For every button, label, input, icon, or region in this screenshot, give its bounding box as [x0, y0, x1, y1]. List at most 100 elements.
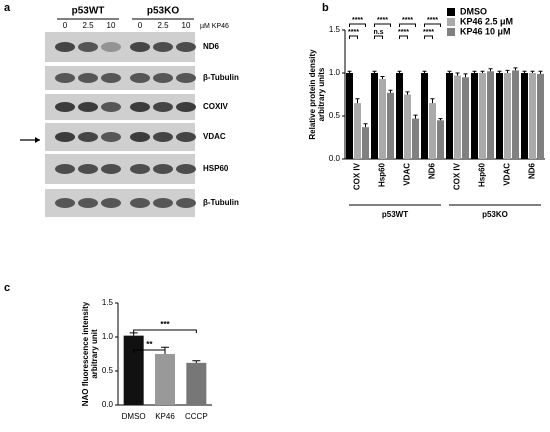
dose-unit: µM KP46: [200, 23, 229, 30]
bar: [186, 362, 207, 405]
dose-label: 0: [138, 21, 143, 30]
legend-label: DMSO: [460, 6, 487, 16]
error-bar: [463, 73, 468, 78]
x-tick-label: KP46: [155, 412, 175, 421]
sig-bracket: [374, 23, 391, 27]
error-bar: [513, 67, 518, 71]
bar: [437, 120, 444, 159]
sig-label: **: [146, 340, 153, 349]
blot-band: [55, 164, 75, 174]
blot-band: [55, 42, 75, 52]
bar: [155, 354, 175, 405]
error-bar: [422, 70, 427, 73]
bar: [421, 73, 428, 159]
legend-label: KP46 2.5 μM: [460, 16, 513, 26]
bar: [346, 73, 353, 159]
blot-band: [130, 73, 150, 83]
blot-band: [78, 102, 98, 112]
error-bar: [430, 98, 435, 104]
error-bar: [192, 360, 201, 363]
bar: [412, 118, 419, 159]
error-bar: [497, 70, 502, 73]
x-tick-label: COX IV: [453, 162, 462, 190]
blot-band: [176, 198, 196, 208]
bar: [454, 75, 461, 159]
dose-label: 10: [182, 21, 191, 30]
y-axis-label: arbitrary units: [317, 67, 326, 121]
band-label: β-Tubulin: [203, 73, 239, 82]
sig-bracket: [399, 23, 416, 27]
sig-label: ****: [352, 17, 363, 24]
bar: [496, 73, 503, 159]
bar: [429, 103, 436, 159]
blot-band: [78, 42, 98, 52]
y-tick-label: 0.5: [102, 366, 114, 375]
sig-bracket: [349, 23, 366, 27]
bar: [396, 73, 403, 159]
y-tick-label: 1.0: [329, 68, 341, 77]
sig-label: ****: [427, 17, 438, 24]
x-tick-label: Hsp60: [378, 162, 387, 187]
sig-label: ***: [160, 320, 170, 329]
error-bar: [388, 89, 393, 93]
blot-band: [130, 198, 150, 208]
blot-band: [55, 198, 75, 208]
error-bar: [472, 70, 477, 73]
y-tick-label: 1.5: [102, 298, 114, 307]
sig-bracket: [424, 23, 441, 27]
bar: [446, 73, 453, 159]
blot-band: [153, 132, 173, 142]
dose-label: 0: [63, 21, 68, 30]
sig-bracket: [133, 349, 166, 353]
sig-label: ****: [402, 17, 413, 24]
error-bar: [530, 70, 535, 73]
error-bar: [438, 118, 443, 121]
y-tick-label: 0.5: [329, 111, 341, 120]
band-label: ND6: [203, 42, 220, 51]
blot-band: [153, 164, 173, 174]
group-label: p53WT: [72, 6, 105, 17]
y-axis-label: arbitrary unit: [90, 329, 99, 379]
blot-band: [130, 42, 150, 52]
error-bar: [447, 70, 452, 73]
bar: [404, 94, 411, 159]
error-bar: [413, 114, 418, 119]
x-tick-label: ND6: [428, 162, 437, 179]
blot-band: [130, 164, 150, 174]
group-label: p53WT: [382, 210, 408, 219]
sig-bracket: [133, 329, 197, 333]
blot-band: [78, 164, 98, 174]
x-tick-label: VDAC: [503, 163, 512, 186]
band-label: HSP60: [203, 164, 229, 173]
bar: [504, 73, 511, 159]
y-tick-label: 0.0: [102, 400, 114, 409]
band-label: VDAC: [203, 132, 226, 141]
error-bar: [505, 69, 510, 73]
bar: [471, 73, 478, 159]
dose-label: 10: [107, 21, 116, 30]
blot-band: [78, 132, 98, 142]
blot-band: [176, 102, 196, 112]
bar: [529, 73, 536, 159]
blot-band: [153, 198, 173, 208]
y-axis-label: NAO fluorescence intensity: [81, 301, 90, 406]
band-label: β-Tubulin: [203, 198, 239, 207]
bar: [487, 71, 494, 159]
y-tick-label: 1.0: [102, 332, 114, 341]
sig-label: n.s: [373, 29, 383, 36]
legend-label: KP46 10 μM: [460, 26, 511, 36]
bar: [479, 73, 486, 159]
group-label: p53KO: [147, 6, 179, 17]
blot-band: [176, 164, 196, 174]
blot-band: [176, 132, 196, 142]
y-tick-label: 0.0: [329, 154, 341, 163]
arrow-head: [35, 137, 40, 143]
blot-band: [153, 102, 173, 112]
blot-band: [176, 73, 196, 83]
blot-band: [101, 198, 121, 208]
error-bar: [538, 70, 543, 74]
blot-band: [101, 102, 121, 112]
sig-label: ****: [398, 29, 409, 36]
bar: [362, 127, 369, 159]
